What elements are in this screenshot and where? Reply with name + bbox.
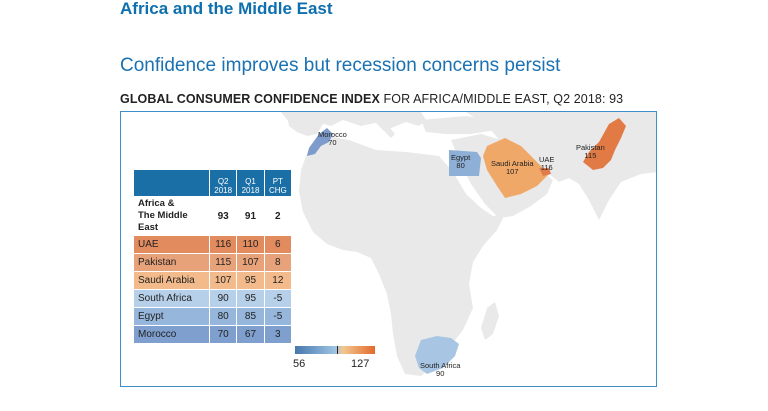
map-frame: Q2 2018 Q1 2018 PT CHG Africa & The Middle E… [120, 111, 657, 387]
row-q1: 67 [236, 325, 265, 344]
map-label-south-africa-value: 90 [436, 369, 445, 378]
color-scale-labels: 56 127 [293, 354, 385, 370]
header-q2-line2: 2018 [214, 186, 233, 195]
row-country: South Africa [134, 289, 210, 308]
map-label-uae-value: 116 [540, 163, 553, 172]
header-q2: Q2 2018 [209, 170, 238, 197]
row-q1: 110 [236, 235, 265, 254]
map-label-south-africa: South Africa 90 [420, 362, 460, 378]
row-chg: 8 [264, 253, 293, 272]
map-label-egypt: Egypt 80 [451, 154, 470, 170]
region-q2: 93 [209, 196, 238, 236]
map-label-uae: UAE 116 [539, 156, 554, 172]
row-q2: 70 [209, 325, 238, 344]
region-line1: Africa & [138, 198, 175, 209]
row-q1: 95 [236, 271, 265, 290]
color-scale-bar [295, 346, 375, 354]
section-title: Africa and the Middle East [120, 0, 333, 18]
scale-min-label: 56 [293, 358, 306, 370]
map-label-south-africa-name: South Africa [420, 361, 461, 370]
header-q1-line1: Q1 [245, 177, 256, 186]
country-saudi [483, 138, 549, 198]
header-q1: Q1 2018 [236, 170, 265, 197]
country-morocco [307, 128, 333, 156]
row-q2: 107 [209, 271, 238, 290]
scale-marker [336, 346, 338, 354]
country-egypt [449, 150, 481, 176]
row-q2: 116 [209, 235, 238, 254]
row-country: Saudi Arabia [134, 271, 210, 290]
subtitle-rest: FOR AFRICA/MIDDLE EAST, Q2 2018: 93 [379, 92, 624, 106]
chart-subtitle: GLOBAL CONSUMER CONFIDENCE INDEX FOR AFR… [120, 92, 623, 106]
map-svg [281, 112, 656, 376]
map-label-egypt-name: Egypt [451, 153, 471, 162]
row-q1: 85 [236, 307, 265, 326]
country-south-africa [415, 336, 459, 374]
row-country: UAE [134, 235, 210, 254]
region-line2: The Middle East [138, 210, 188, 233]
headline: Confidence improves but recession concer… [120, 55, 561, 76]
table-row: Pakistan 115 107 8 [134, 253, 293, 272]
map-label-egypt-value: 80 [456, 161, 465, 170]
header-chg: PT CHG [264, 170, 293, 197]
table-row: Saudi Arabia 107 95 12 [134, 271, 293, 290]
header-q1-line2: 2018 [241, 186, 260, 195]
table-row: South Africa 90 95 -5 [134, 289, 293, 308]
land-iberia [286, 112, 323, 136]
map-label-saudi-name: Saudi Arabia [491, 159, 534, 168]
map-label-pakistan-name: Pakistan [576, 143, 605, 152]
region-q1: 91 [236, 196, 265, 236]
table-row: Egypt 80 85 -5 [134, 307, 293, 326]
subtitle-bold: GLOBAL CONSUMER CONFIDENCE INDEX [120, 92, 380, 106]
confidence-table: Q2 2018 Q1 2018 PT CHG Africa & The Middle E… [134, 170, 293, 344]
row-chg: 12 [264, 271, 293, 290]
region-row: Africa & The Middle East 93 91 2 [134, 196, 293, 236]
table-row: Morocco 70 67 3 [134, 325, 293, 344]
header-chg-line2: CHG [268, 186, 287, 195]
table-header-blank [134, 170, 210, 197]
header-q2-line1: Q2 [217, 177, 229, 186]
country-pakistan [583, 118, 626, 170]
map-label-morocco-name: Morocco [318, 130, 347, 139]
map-label-pakistan: Pakistan 115 [576, 144, 605, 160]
map-label-uae-name: UAE [539, 155, 555, 164]
row-country: Egypt [134, 307, 210, 326]
scale-max-label: 127 [351, 358, 370, 370]
row-q2: 115 [209, 253, 238, 272]
row-q1: 107 [236, 253, 265, 272]
map-label-pakistan-value: 115 [584, 151, 597, 160]
region-chg: 2 [264, 196, 293, 236]
table-header-row: Q2 2018 Q1 2018 PT CHG [134, 170, 293, 197]
row-country: Morocco [134, 325, 210, 344]
land-italy [371, 112, 395, 138]
row-q2: 90 [209, 289, 238, 308]
row-q1: 95 [236, 289, 265, 308]
header-chg-line1: PT [272, 177, 283, 186]
region-name: Africa & The Middle East [134, 196, 210, 236]
row-chg: 3 [264, 325, 293, 344]
row-chg: -5 [264, 289, 293, 308]
land-madagascar [481, 302, 499, 340]
row-country: Pakistan [134, 253, 210, 272]
map-label-morocco: Morocco 70 [318, 131, 347, 147]
row-q2: 80 [209, 307, 238, 326]
map-label-saudi: Saudi Arabia 107 [491, 160, 534, 176]
map-label-morocco-value: 70 [328, 138, 337, 147]
land-africa [299, 136, 505, 376]
row-chg: 6 [264, 235, 293, 254]
land-turkey [421, 116, 496, 134]
color-scale: 56 127 [293, 346, 385, 370]
map-label-saudi-value: 107 [506, 167, 519, 176]
row-chg: -5 [264, 307, 293, 326]
country-uae [539, 168, 551, 176]
table-row: UAE 116 110 6 [134, 235, 293, 254]
